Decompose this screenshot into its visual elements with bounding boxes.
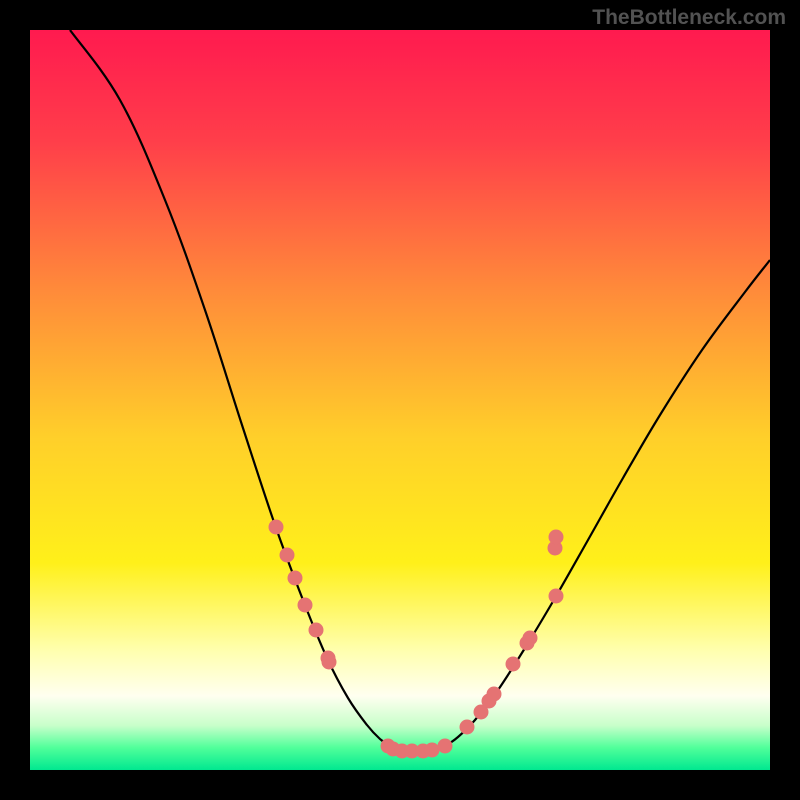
data-point-marker bbox=[322, 655, 337, 670]
watermark-text: TheBottleneck.com bbox=[592, 6, 786, 30]
data-point-marker bbox=[288, 571, 303, 586]
data-point-marker bbox=[309, 623, 324, 638]
bottleneck-curve bbox=[30, 30, 770, 770]
data-point-marker bbox=[506, 657, 521, 672]
data-point-marker bbox=[269, 520, 284, 535]
v-curve-line bbox=[70, 30, 770, 751]
data-point-marker bbox=[549, 589, 564, 604]
data-point-marker bbox=[438, 739, 453, 754]
data-point-marker bbox=[549, 530, 564, 545]
data-point-marker bbox=[298, 598, 313, 613]
chart-area bbox=[30, 30, 770, 770]
data-point-marker bbox=[523, 631, 538, 646]
data-point-marker bbox=[487, 687, 502, 702]
data-point-marker bbox=[280, 548, 295, 563]
data-point-marker bbox=[425, 743, 440, 758]
data-point-marker bbox=[460, 720, 475, 735]
